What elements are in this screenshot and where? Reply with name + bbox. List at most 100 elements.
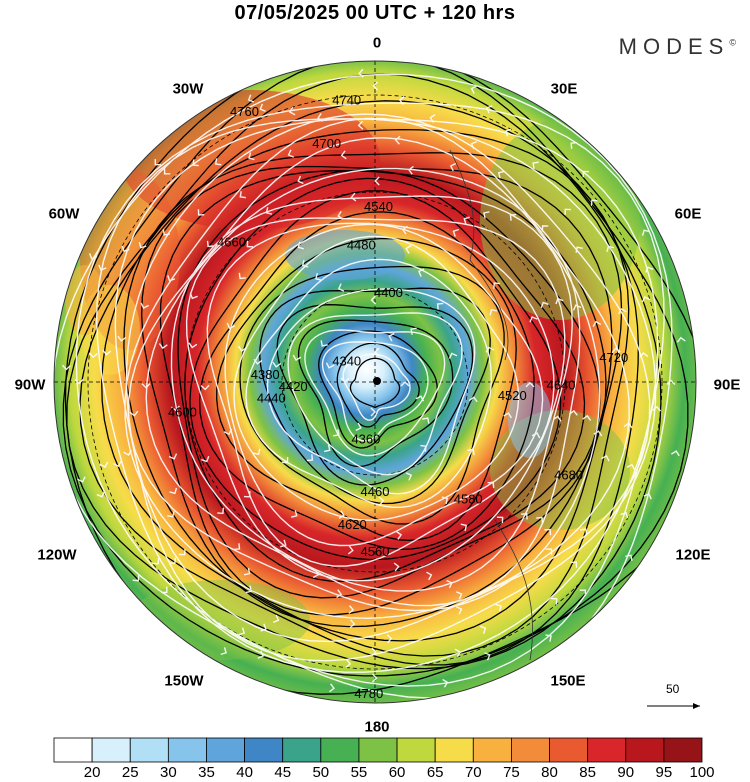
height-contour [198,211,535,550]
colorbar-tick-label: 45 [274,764,292,781]
flow-arrow [441,496,449,505]
flow-arrow [113,460,122,468]
flow-arrow [345,659,352,669]
streamline [170,195,573,592]
colorbar-swatch [53,737,93,763]
flow-arrow [162,229,170,236]
flow-arrow [489,308,498,316]
flow-arrow [544,528,552,536]
flow-arrow [449,162,457,172]
flow-arrow [238,627,246,636]
flow-arrow [386,634,393,644]
lon-label-120w: 120W [37,546,77,564]
flow-arrow [442,678,449,688]
flow-arrow [540,301,549,309]
flow-arrow [169,487,178,495]
flow-arrow [541,225,549,232]
lon-label-60e: 60E [674,205,702,223]
streamline [114,118,657,662]
flow-arrow [410,327,417,335]
lon-label-180: 180 [364,718,390,736]
streamline [95,118,659,673]
flow-arrow [666,379,676,386]
flow-arrow [448,352,458,359]
flow-arrow [371,647,377,657]
flow-arrow [592,320,602,327]
flow-arrow [301,259,309,268]
flow-arrow [348,605,355,615]
flow-arrow [217,507,225,515]
colorbar-swatch [282,737,322,763]
flow-arrow [280,539,287,548]
streamline [127,137,601,612]
flow-arrow [509,213,517,221]
flow-arrow [77,476,86,483]
contour-label: 4380 [251,367,280,382]
colorbar-swatch [129,737,169,763]
flow-arrow [74,378,84,385]
contour-label: 4640 [547,378,576,393]
flow-arrow [169,557,176,565]
flow-arrow [456,591,463,600]
flow-arrow [552,415,562,422]
colorbar-swatch [472,737,512,763]
flow-arrow [192,159,199,167]
flow-arrow [525,381,535,388]
contour-label: 4520 [498,388,527,403]
colorbar-tick-label: 75 [503,764,520,781]
flow-arrow [272,361,282,368]
flow-arrow [378,496,385,506]
streamline [185,217,566,582]
colorbar-swatch [396,737,436,763]
flow-arrow [140,302,149,309]
flow-arrow [167,511,175,518]
streamline [206,222,555,567]
contour-label: 4700 [312,136,341,151]
flow-arrow [426,571,433,581]
contour-labels: 4780 4760 4740 4720 4700 4680 4660 4640 4620 4600… [168,92,628,701]
flow-arrow [446,579,453,589]
flow-arrow [167,275,176,282]
colorbar-swatch [434,737,474,763]
flow-arrow [452,228,460,237]
flow-arrow [189,292,198,300]
flow-arrow [141,383,151,389]
flow-arrow [370,407,376,417]
height-contour [349,357,401,409]
flow-arrow [96,491,105,498]
flow-arrow [179,549,186,556]
flow-arrow [503,412,512,419]
contour-label: 4480 [347,238,376,253]
pole-marker [373,377,381,385]
flow-arrow [260,623,267,632]
colorbar-swatch [587,737,627,763]
flow-arrow [102,349,112,356]
lon-label-90w: 90W [14,376,46,394]
flow-arrow [226,322,236,330]
flow-arrow [171,405,180,412]
lon-label-60w: 60W [48,205,80,223]
contour-label: 4600 [168,405,197,420]
flow-arrow [350,192,357,202]
flow-arrow [496,516,504,524]
lon-label-30w: 30W [172,80,204,98]
colorbar-swatch [663,737,703,763]
streamline [321,341,429,442]
flow-arrow [325,362,335,369]
contour-label: 4660 [217,235,246,250]
reference-vector [647,703,700,709]
contour-label: 4540 [364,199,393,214]
flow-arrow [281,456,289,464]
flow-arrow [239,191,246,199]
reference-vector-label: 50 [666,682,680,696]
flow-arrow [470,85,477,94]
flow-arrow [233,543,241,551]
contour-label: 4680 [554,468,583,483]
flow-arrow [138,242,147,249]
flow-arrow [247,94,255,103]
colorbar-tick-label: 80 [541,764,558,781]
contour-label: 4720 [599,350,628,365]
coastline [449,149,509,361]
lon-label-150e: 150E [550,672,586,690]
